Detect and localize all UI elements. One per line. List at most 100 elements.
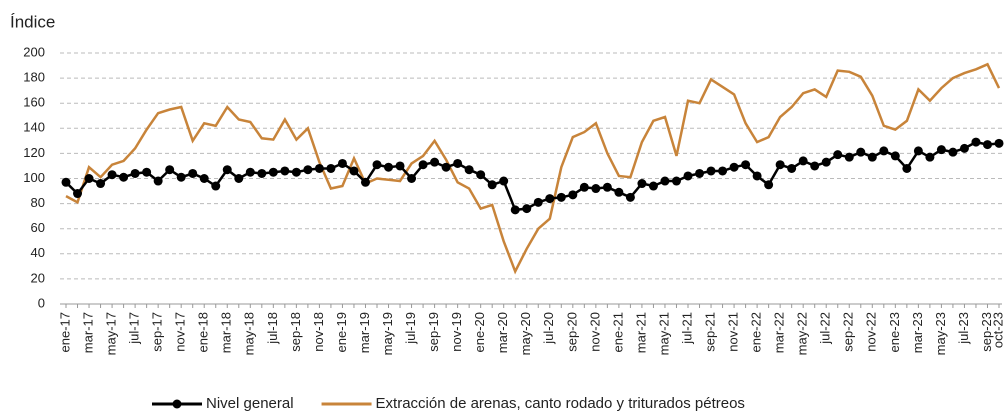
marker <box>119 172 129 182</box>
x-tick-label: may-20 <box>518 312 533 355</box>
marker <box>545 194 555 204</box>
marker <box>579 182 589 192</box>
marker <box>925 152 935 162</box>
marker <box>752 171 762 181</box>
y-tick-label: 100 <box>23 170 45 185</box>
marker <box>936 145 946 155</box>
marker <box>222 165 232 175</box>
marker <box>695 168 705 178</box>
marker <box>591 184 601 194</box>
marker <box>303 165 313 175</box>
x-tick-label: nov-17 <box>173 312 188 352</box>
x-tick-label: ene-18 <box>196 312 211 352</box>
marker <box>188 168 198 178</box>
marker <box>245 167 255 177</box>
x-tick-label: jul-18 <box>265 312 280 345</box>
marker <box>602 182 612 192</box>
marker <box>107 170 117 180</box>
x-tick-label: jul-21 <box>679 312 694 345</box>
x-tick-label: mar-23 <box>910 312 925 353</box>
marker <box>821 157 831 167</box>
marker <box>142 167 152 177</box>
x-tick-label: may-17 <box>104 312 119 355</box>
y-tick-label: 120 <box>23 145 45 160</box>
marker <box>833 150 843 160</box>
x-tick-label: nov-21 <box>726 312 741 352</box>
marker <box>291 167 301 177</box>
marker <box>360 177 370 187</box>
marker <box>395 161 405 171</box>
y-tick-label: 80 <box>31 195 45 210</box>
y-tick-label: 20 <box>31 270 45 285</box>
marker <box>741 160 751 170</box>
marker <box>337 158 347 168</box>
x-tick-label: ene-17 <box>57 312 72 352</box>
x-tick-label: sep-19 <box>426 312 441 352</box>
y-tick-label: 140 <box>23 120 45 135</box>
marker <box>625 192 635 202</box>
x-tick-label: ene-23 <box>887 312 902 352</box>
marker <box>764 180 774 190</box>
x-tick-label: nov-19 <box>449 312 464 352</box>
x-tick-label: nov-20 <box>587 312 602 352</box>
marker <box>959 143 969 153</box>
marker <box>372 160 382 170</box>
x-tick-label: jul-17 <box>127 312 142 345</box>
x-tick-label: mar-20 <box>495 312 510 353</box>
marker <box>867 152 877 162</box>
marker <box>176 172 186 182</box>
marker <box>476 170 486 180</box>
x-tick-label: nov-22 <box>864 312 879 352</box>
marker <box>533 197 543 207</box>
marker <box>706 166 716 176</box>
marker <box>775 160 785 170</box>
marker <box>268 167 278 177</box>
marker <box>234 174 244 183</box>
x-tick-label: mar-18 <box>219 312 234 353</box>
marker <box>464 165 474 175</box>
x-tick-label: may-22 <box>795 312 810 355</box>
series-line <box>65 140 1000 212</box>
marker <box>683 171 693 181</box>
marker <box>568 190 578 200</box>
x-tick-label: nov-18 <box>311 312 326 352</box>
marker <box>844 152 854 162</box>
legend-label: Extracción de arenas, canto rodado y tri… <box>376 395 745 412</box>
marker <box>948 147 958 157</box>
x-tick-label: jul-22 <box>818 312 833 345</box>
marker <box>96 179 106 189</box>
marker <box>349 166 359 176</box>
x-tick-label: ene-20 <box>472 312 487 352</box>
x-tick-label: may-23 <box>933 312 948 355</box>
marker <box>982 140 992 150</box>
x-tick-label: sep-21 <box>702 312 717 352</box>
marker <box>856 147 866 157</box>
marker <box>913 146 923 156</box>
marker <box>211 181 221 191</box>
x-tick-label: ene-22 <box>749 312 764 352</box>
y-tick-label: 160 <box>23 95 45 110</box>
x-tick-label: may-19 <box>380 312 395 355</box>
marker <box>902 163 912 173</box>
marker <box>890 151 900 161</box>
x-tick-label: ene-19 <box>334 312 349 352</box>
x-tick-label: sep-17 <box>150 312 165 352</box>
marker <box>165 165 175 175</box>
marker <box>61 177 71 187</box>
marker <box>798 156 808 166</box>
marker <box>441 162 451 172</box>
marker <box>499 176 509 186</box>
legend-marker <box>172 399 182 409</box>
y-tick-label: 60 <box>31 220 45 235</box>
marker <box>257 168 267 178</box>
y-tick-label: 40 <box>31 245 45 260</box>
marker <box>418 160 428 170</box>
x-tick-label: mar-17 <box>80 312 95 353</box>
marker <box>326 163 336 173</box>
x-tick-label: ene-21 <box>610 312 625 352</box>
marker <box>971 137 981 147</box>
x-tick-label: jul-23 <box>956 312 971 345</box>
x-tick-label: mar-19 <box>357 312 372 353</box>
y-tick-label: 0 <box>38 295 45 310</box>
